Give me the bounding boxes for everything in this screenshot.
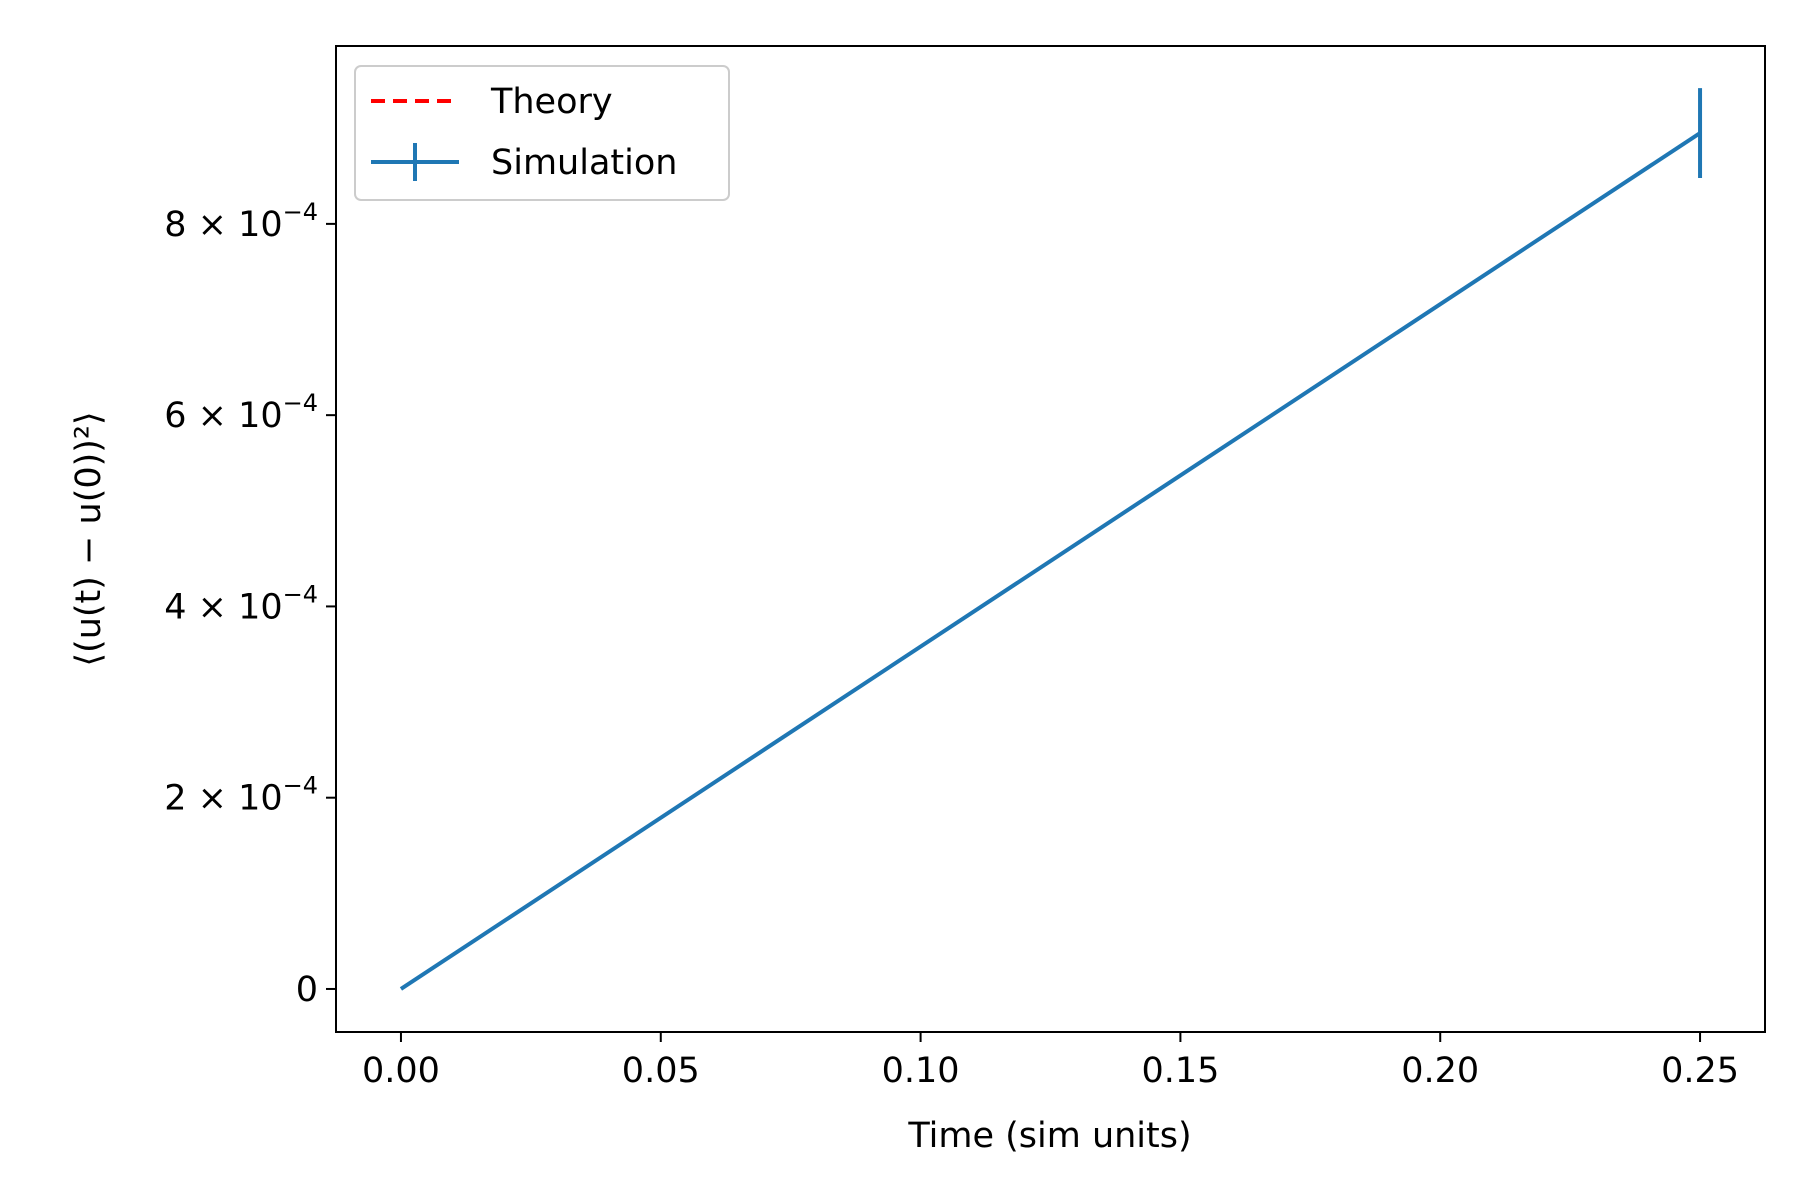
y-tick-label: 6 × 10−4 bbox=[164, 389, 318, 436]
y-tick-label: 0 bbox=[296, 970, 318, 1010]
y-tick-label: 8 × 10−4 bbox=[164, 198, 318, 245]
x-tick-label: 0.20 bbox=[1401, 1051, 1479, 1091]
y-tick-label: 4 × 10−4 bbox=[164, 580, 318, 627]
legend: Theory Simulation bbox=[354, 65, 730, 201]
series-line-simulation bbox=[399, 131, 1702, 991]
y-tick-label: 2 × 10−4 bbox=[164, 772, 318, 819]
y-tick-mantissa: 8 × 10 bbox=[164, 205, 282, 245]
x-tick-label: 0.25 bbox=[1661, 1051, 1739, 1091]
y-tick-mantissa: 4 × 10 bbox=[164, 587, 282, 627]
x-axis-label: Time (sim units) bbox=[907, 1116, 1191, 1156]
x-tick-label: 0.10 bbox=[882, 1051, 960, 1091]
y-tick-mantissa: 0 bbox=[296, 970, 318, 1010]
y-tick-mantissa: 6 × 10 bbox=[164, 396, 282, 436]
x-tick-label: 0.00 bbox=[362, 1051, 440, 1091]
y-axis-label: ⟨(u(t) − u(0))²⟩ bbox=[69, 411, 109, 666]
plot-frame bbox=[335, 45, 1766, 1033]
plot-area bbox=[336, 46, 1765, 1032]
y-tick-exponent: −4 bbox=[283, 580, 318, 608]
data-layer bbox=[399, 88, 1703, 991]
y-tick-exponent: −4 bbox=[283, 389, 318, 417]
x-tick-label: 0.05 bbox=[622, 1051, 700, 1091]
y-ticks: 02 × 10−44 × 10−46 × 10−48 × 10−4 bbox=[164, 198, 336, 1010]
legend-label-simulation: Simulation bbox=[491, 143, 677, 183]
legend-label-theory: Theory bbox=[490, 82, 613, 122]
x-ticks: 0.00 0.05 0.10 0.15 0.20 0.25 bbox=[362, 1032, 1739, 1091]
y-tick-exponent: −4 bbox=[283, 198, 318, 226]
y-tick-mantissa: 2 × 10 bbox=[164, 779, 282, 819]
x-tick-label: 0.15 bbox=[1141, 1051, 1219, 1091]
y-tick-exponent: −4 bbox=[283, 772, 318, 800]
